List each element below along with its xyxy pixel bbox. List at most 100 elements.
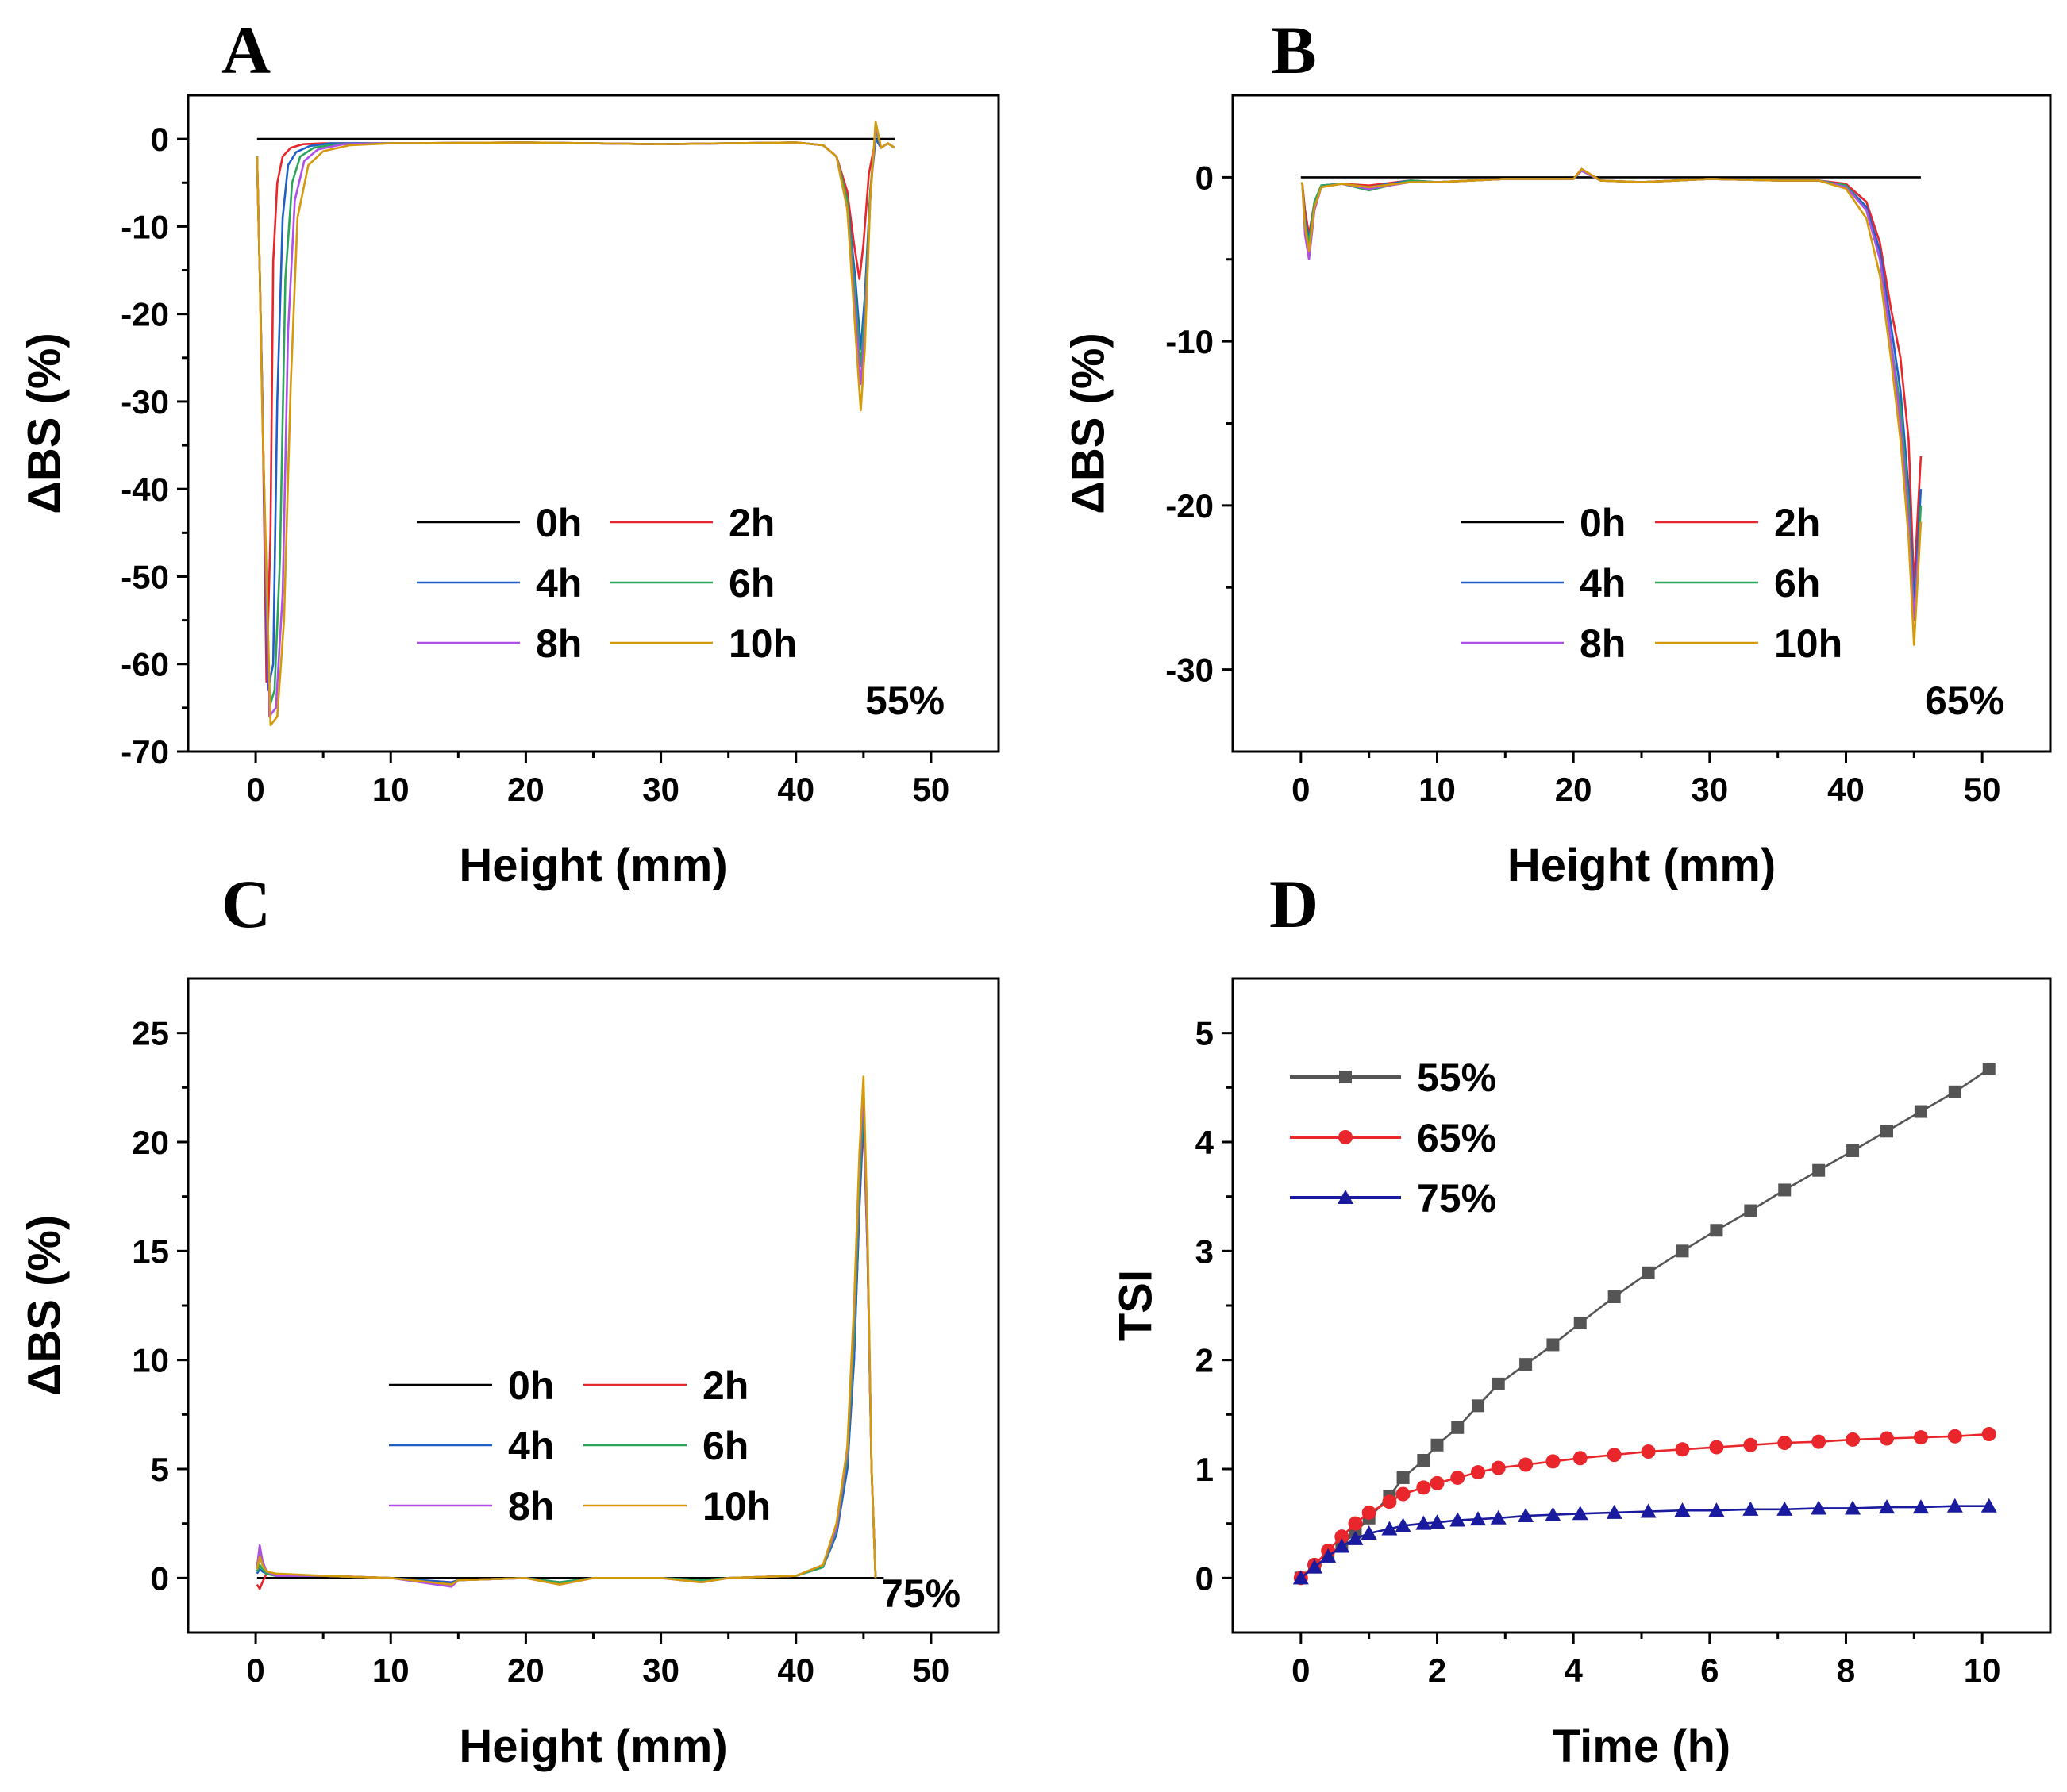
y-tick-label: -30 bbox=[1165, 652, 1214, 689]
legend-label: 6h bbox=[1774, 561, 1820, 606]
data-point bbox=[1708, 1502, 1725, 1517]
y-tick-label: -70 bbox=[121, 733, 169, 771]
panel-letter: D bbox=[1269, 866, 1318, 942]
series-line bbox=[256, 1075, 877, 1586]
data-point bbox=[1913, 1430, 1928, 1445]
y-tick-label: -20 bbox=[121, 296, 169, 333]
y-tick-label: -50 bbox=[121, 558, 169, 595]
data-point bbox=[1416, 1480, 1431, 1495]
data-point bbox=[1778, 1183, 1792, 1197]
data-point bbox=[1430, 1475, 1445, 1490]
legend-label: 4h bbox=[536, 561, 582, 606]
legend-label: 4h bbox=[1580, 561, 1626, 606]
legend-label: 10h bbox=[1774, 621, 1842, 666]
legend-marker bbox=[1338, 1130, 1353, 1144]
concentration-annotation: 65% bbox=[1925, 679, 2004, 723]
x-tick-label: 10 bbox=[1964, 1652, 2001, 1689]
y-tick-label: 0 bbox=[151, 1559, 169, 1597]
data-point bbox=[1573, 1316, 1587, 1329]
data-point bbox=[1607, 1448, 1622, 1463]
x-tick-label: 0 bbox=[1291, 771, 1310, 808]
data-point bbox=[1490, 1509, 1507, 1525]
data-point bbox=[1845, 1500, 1861, 1515]
chart-panel-c: C 0 10 20 30 40 50 0 5 10 15 20 25 Height (mm) ΔBS (%)… bbox=[18, 866, 1000, 1772]
data-point bbox=[1429, 1514, 1445, 1529]
plot-frame bbox=[187, 977, 1000, 1634]
legend: 0h 2h 4h 6h 8h 10h bbox=[389, 1363, 771, 1529]
data-point bbox=[1415, 1515, 1432, 1530]
data-point bbox=[1947, 1429, 1962, 1444]
data-point bbox=[1545, 1506, 1561, 1521]
data-point bbox=[1348, 1516, 1363, 1531]
x-tick-label: 6 bbox=[1700, 1652, 1719, 1689]
x-axis-title: Time (h) bbox=[1553, 1721, 1731, 1772]
series-line bbox=[1301, 167, 1923, 646]
data-point bbox=[1744, 1204, 1757, 1217]
legend-marker bbox=[1338, 1190, 1353, 1204]
data-point bbox=[1546, 1338, 1560, 1352]
y-tick-label: 5 bbox=[1195, 1015, 1214, 1052]
x-tick-label: 10 bbox=[372, 771, 410, 808]
x-tick-label: 50 bbox=[913, 771, 950, 808]
series-4h bbox=[256, 1108, 877, 1584]
legend-label: 0h bbox=[1580, 501, 1626, 545]
x-tick-label: 20 bbox=[507, 771, 545, 808]
data-point bbox=[1674, 1502, 1691, 1517]
data-point bbox=[1395, 1517, 1411, 1532]
data-point bbox=[1334, 1529, 1349, 1544]
x-tick-label: 0 bbox=[246, 1652, 264, 1689]
data-point bbox=[1450, 1470, 1465, 1485]
data-point bbox=[1572, 1506, 1588, 1521]
legend-label: 2h bbox=[702, 1363, 749, 1408]
data-point bbox=[1361, 1505, 1376, 1520]
chart-panel-a: A 0 10 20 30 40 50 -70 -60 -50 -40 -30 -20 -10 0 Height… bbox=[18, 12, 1000, 891]
concentration-annotation: 55% bbox=[865, 679, 945, 723]
y-tick-label: 4 bbox=[1195, 1124, 1214, 1161]
legend-label: 0h bbox=[536, 501, 582, 545]
concentration-annotation: 75% bbox=[881, 1571, 960, 1616]
data-point bbox=[1449, 1512, 1466, 1527]
data-point bbox=[1382, 1494, 1397, 1509]
y-tick-label: 0 bbox=[151, 121, 169, 158]
data-point bbox=[1948, 1085, 1961, 1098]
x-tick-label: 40 bbox=[1827, 771, 1865, 808]
y-tick-label: 25 bbox=[132, 1015, 169, 1052]
series-line bbox=[1301, 169, 1923, 621]
series-4h bbox=[256, 137, 895, 692]
legend: 0h 2h 4h 6h 8h 10h bbox=[417, 501, 797, 666]
panel-letter: A bbox=[221, 12, 271, 88]
data-point bbox=[1675, 1442, 1690, 1457]
data-point bbox=[1742, 1501, 1759, 1516]
data-point bbox=[1518, 1457, 1534, 1472]
legend-label: 6h bbox=[729, 561, 775, 606]
legend: 55% 65% 75% bbox=[1290, 1056, 1496, 1221]
legend-label: 8h bbox=[1580, 621, 1626, 666]
y-tick-label: -20 bbox=[1165, 487, 1214, 525]
legend-label: 8h bbox=[536, 621, 582, 666]
x-axis-title: Height (mm) bbox=[1507, 840, 1776, 891]
data-point bbox=[1381, 1521, 1398, 1536]
data-point bbox=[1470, 1511, 1486, 1526]
x-tick-label: 30 bbox=[1691, 771, 1728, 808]
data-point bbox=[1811, 1434, 1826, 1449]
y-tick-label: 3 bbox=[1195, 1232, 1214, 1270]
y-tick-label: 1 bbox=[1195, 1451, 1214, 1488]
data-point bbox=[1417, 1454, 1430, 1467]
y-tick-label: -60 bbox=[121, 646, 169, 683]
legend-label: 4h bbox=[508, 1424, 554, 1468]
data-point bbox=[1846, 1432, 1861, 1447]
data-point bbox=[1642, 1266, 1655, 1279]
data-point bbox=[1334, 1538, 1350, 1553]
data-point bbox=[1982, 1062, 1996, 1075]
series-10h bbox=[256, 120, 895, 727]
legend-label: 2h bbox=[729, 501, 775, 545]
data-point bbox=[1606, 1504, 1622, 1519]
data-point bbox=[1641, 1444, 1656, 1459]
x-tick-label: 2 bbox=[1428, 1652, 1446, 1689]
legend-label: 10h bbox=[729, 621, 797, 666]
x-tick-label: 0 bbox=[246, 771, 264, 808]
series-line bbox=[256, 1097, 877, 1586]
data-point bbox=[1396, 1471, 1410, 1484]
data-point bbox=[1879, 1499, 1895, 1514]
data-point bbox=[1320, 1548, 1337, 1563]
